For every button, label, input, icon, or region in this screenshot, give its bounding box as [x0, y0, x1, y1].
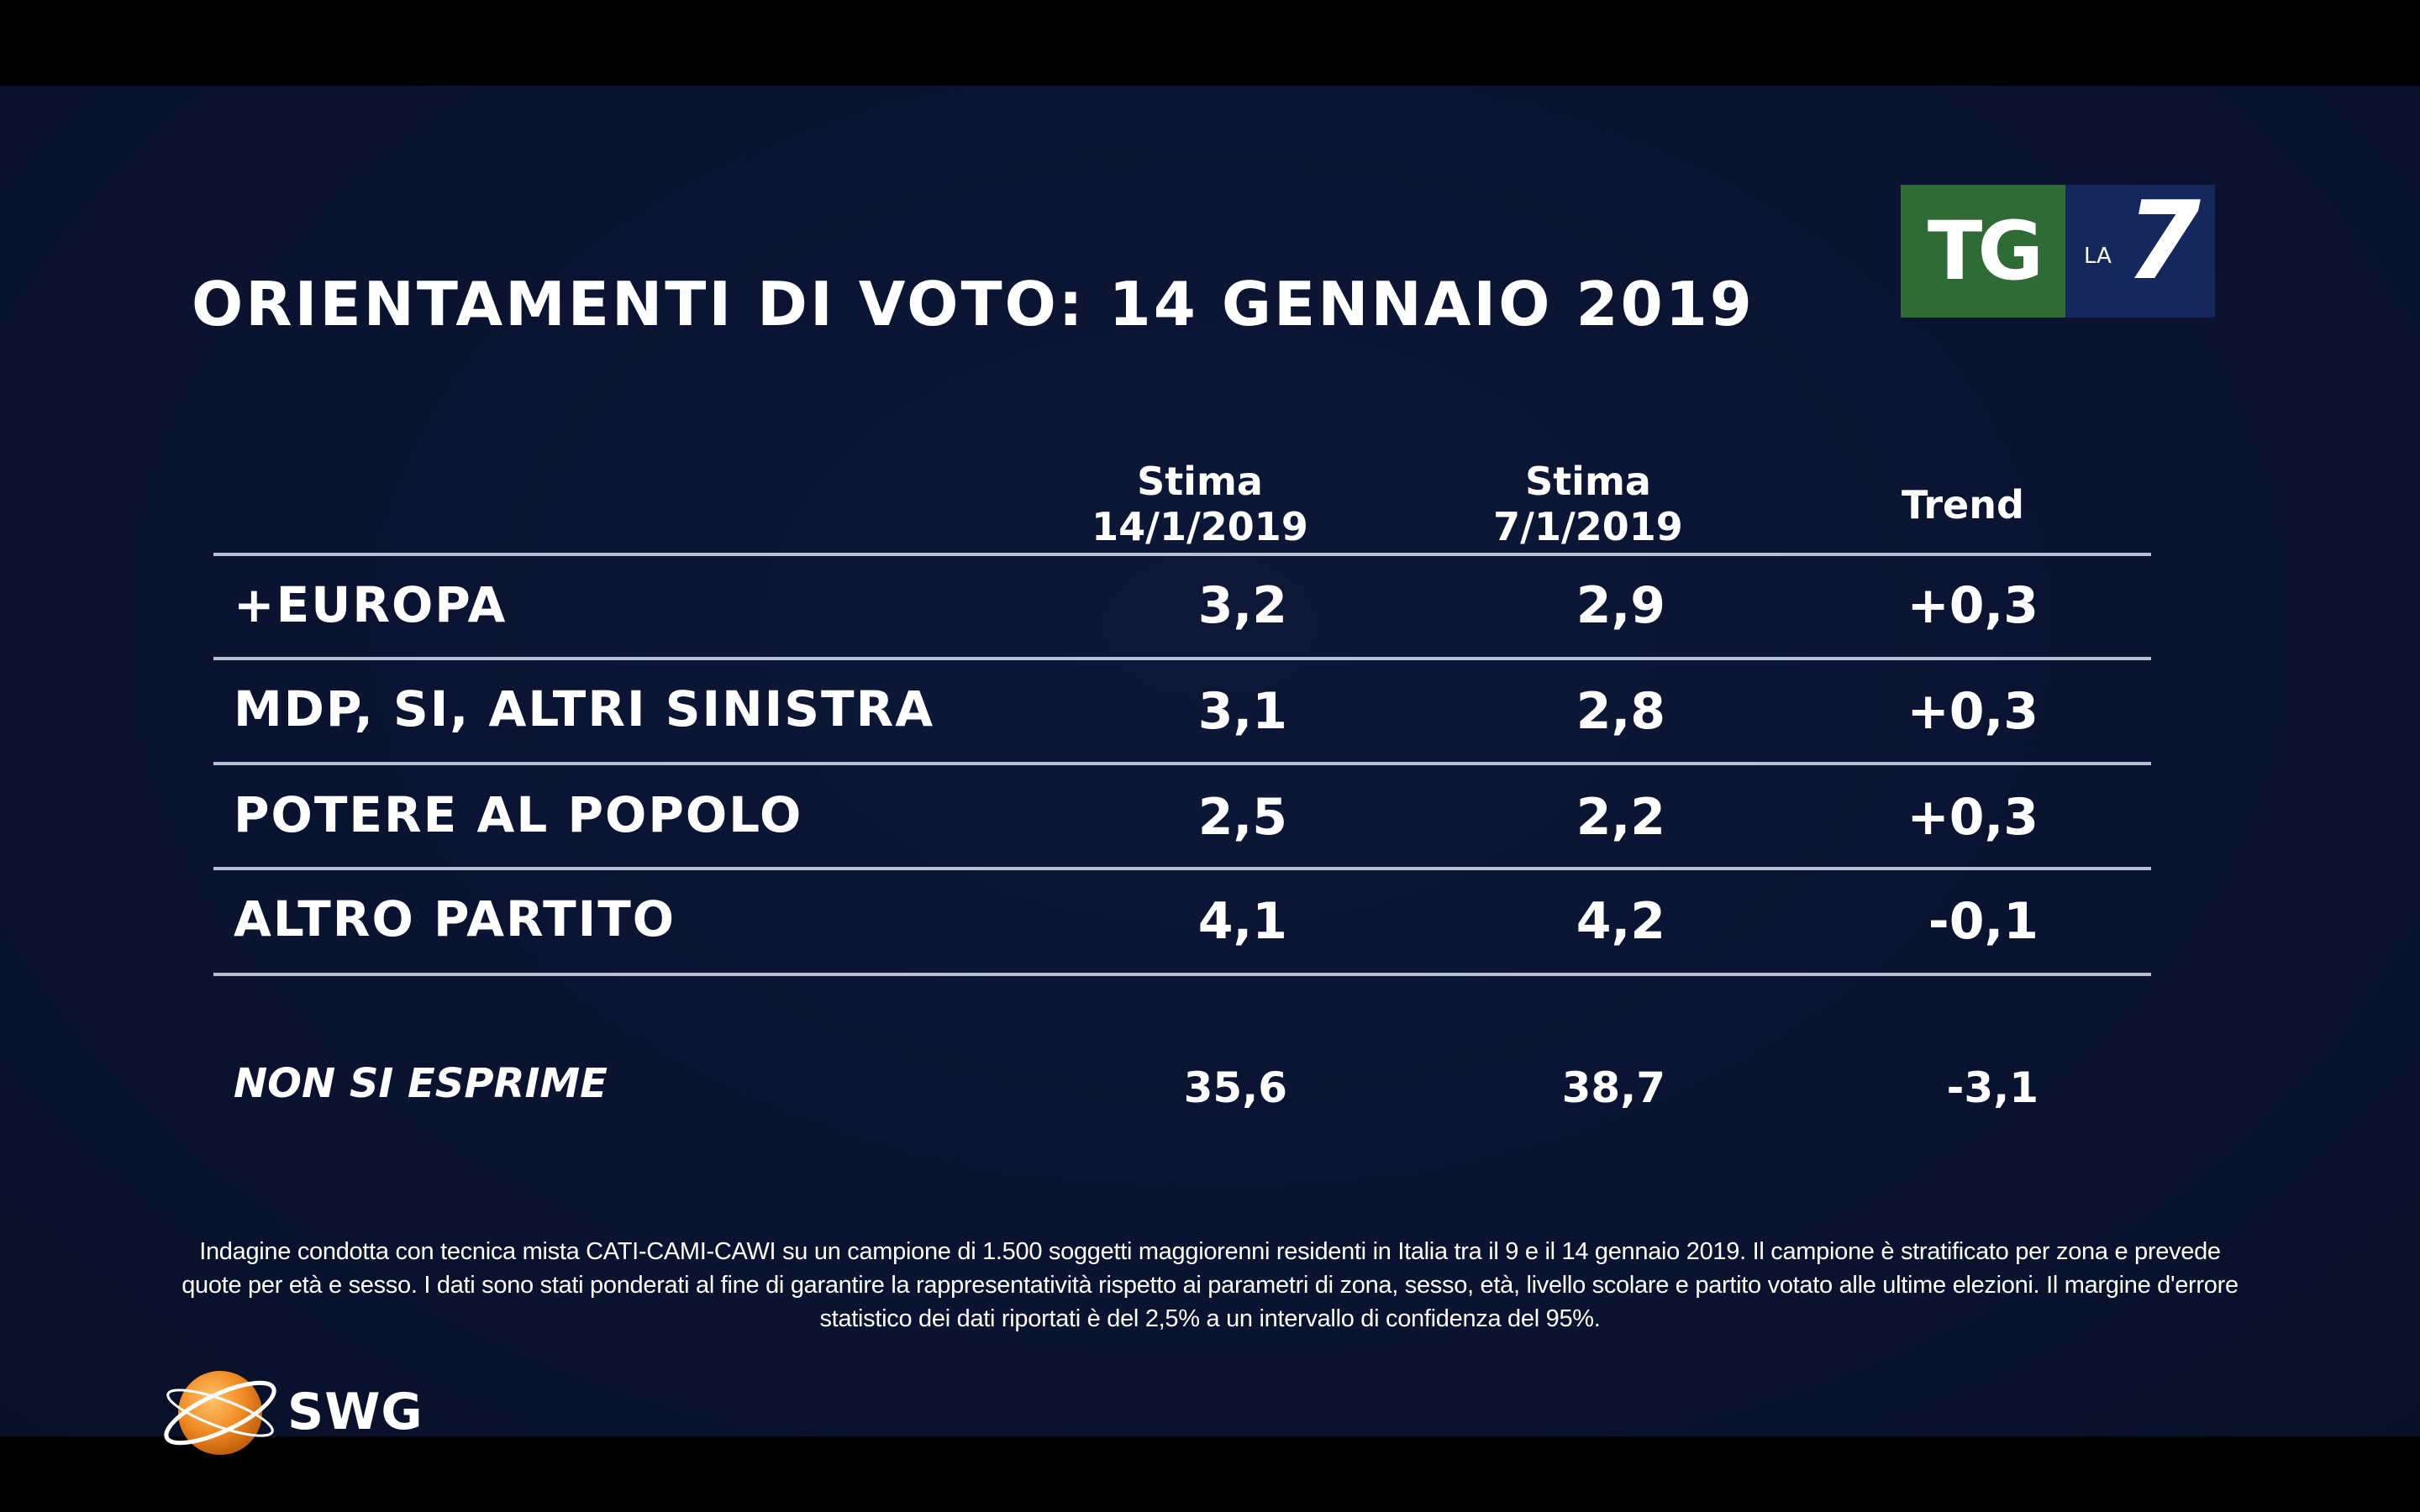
footer-row-label: NON SI ESPRIME [234, 1060, 608, 1107]
value-stima-previous: 2,2 [1576, 788, 1665, 847]
la7-logo-seven: 7 [2126, 179, 2202, 304]
row-label: POTERE AL POPOLO [234, 786, 803, 843]
column-header-line1: Stima [1137, 459, 1263, 504]
value-stima-current: 4,1 [1197, 892, 1287, 951]
value-stima-current: 2,5 [1197, 788, 1287, 847]
tg-logo: TG [1901, 185, 2065, 318]
column-header-line1: Stima [1525, 459, 1651, 504]
column-header-line1: Trend [1902, 482, 2024, 528]
column-header-stima-previous: Stima 7/1/2019 [1454, 459, 1723, 549]
tg-logo-text: TG [1927, 204, 2044, 298]
value-stima-previous: 4,2 [1576, 892, 1665, 951]
table-divider [213, 762, 2151, 765]
value-stima-previous: 2,9 [1576, 576, 1665, 635]
la7-logo-la: LA [2084, 244, 2112, 269]
column-header-line2: 7/1/2019 [1493, 504, 1683, 549]
methodology-note: Indagine condotta con tecnica mista CATI… [182, 1238, 2238, 1332]
column-header-line2: 14/1/2019 [1092, 504, 1308, 549]
footer-value-trend: -3,1 [1946, 1063, 2039, 1112]
footer-value-stima-previous: 38,7 [1561, 1063, 1665, 1112]
column-header-trend: Trend [1828, 482, 2097, 528]
table-divider [213, 867, 2151, 870]
column-header-stima-current: Stima 14/1/2019 [1065, 459, 1334, 549]
row-label: +EUROPA [234, 576, 508, 633]
value-trend: +0,3 [1907, 682, 2039, 741]
slide-title: ORIENTAMENTI DI VOTO: 14 GENNAIO 2019 [192, 269, 1754, 339]
poll-slide: ORIENTAMENTI DI VOTO: 14 GENNAIO 2019 TG… [0, 86, 2420, 1455]
value-trend: +0,3 [1907, 788, 2039, 847]
footer-value-stima-current: 35,6 [1183, 1063, 1287, 1112]
value-trend: -0,1 [1928, 892, 2039, 951]
la7-logo: LA 7 [2065, 185, 2215, 318]
table-divider [213, 973, 2151, 976]
row-label: MDP, SI, ALTRI SINISTRA [234, 680, 935, 738]
table-divider [213, 657, 2151, 660]
swg-globe-icon [164, 1371, 276, 1455]
value-trend: +0,3 [1907, 576, 2039, 635]
table-divider [213, 553, 2151, 556]
value-stima-current: 3,2 [1197, 576, 1287, 635]
row-label: ALTRO PARTITO [234, 890, 676, 948]
value-stima-previous: 2,8 [1576, 682, 1665, 741]
swg-logo-text: SWG [287, 1383, 424, 1441]
value-stima-current: 3,1 [1197, 682, 1287, 741]
